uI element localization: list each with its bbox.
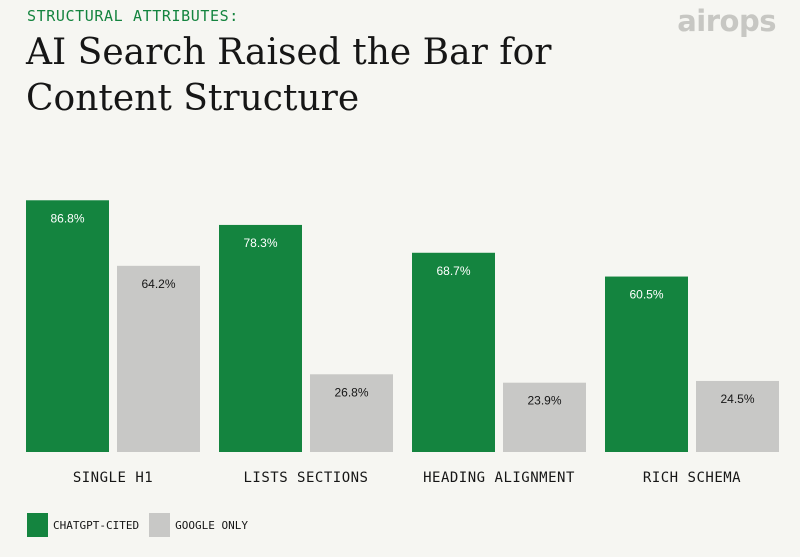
data-label-chatgpt-cited-rich-schema: 60.5% [629,288,663,302]
legend-item-chatgpt: CHATGPT-CITED [27,513,139,537]
legend-swatch-chatgpt [27,513,48,537]
data-label-google-only-heading-alignment: 23.9% [527,394,561,408]
x-tick-label: SINGLE H1 [73,470,153,486]
bar-google-only-lists-sections [310,374,393,452]
bar-chatgpt-cited-rich-schema [605,276,688,452]
bar-chatgpt-cited-single-h1 [26,200,109,452]
bar-google-only-heading-alignment [503,382,586,452]
bar-google-only-rich-schema [696,380,779,452]
data-label-chatgpt-cited-single-h1: 86.8% [50,211,84,225]
x-tick-label: HEADING ALIGNMENT [423,470,575,486]
legend-swatch-google [149,513,171,537]
data-label-chatgpt-cited-lists-sections: 78.3% [243,236,277,250]
chart-title: AI Search Raised the Bar for Content Str… [26,32,552,119]
airops-logo: airops [677,4,776,38]
bar-chatgpt-cited-lists-sections [219,224,302,452]
data-label-google-only-single-h1: 64.2% [141,277,175,291]
data-label-google-only-rich-schema: 24.5% [720,392,754,406]
x-tick-label: RICH SCHEMA [643,470,741,486]
data-label-chatgpt-cited-heading-alignment: 68.7% [436,264,470,278]
bar-google-only-single-h1 [117,265,200,452]
bar-chatgpt-cited-heading-alignment [412,252,495,452]
chart-eyebrow: STRUCTURAL ATTRIBUTES: [27,7,239,25]
chart-legend: CHATGPT-CITED GOOGLE ONLY [27,513,258,537]
legend-item-google: GOOGLE ONLY [149,513,248,537]
x-tick-label: LISTS SECTIONS [243,470,368,486]
data-label-google-only-lists-sections: 26.8% [334,385,368,399]
legend-label-google: GOOGLE ONLY [175,518,248,532]
legend-label-chatgpt: CHATGPT-CITED [53,518,140,532]
